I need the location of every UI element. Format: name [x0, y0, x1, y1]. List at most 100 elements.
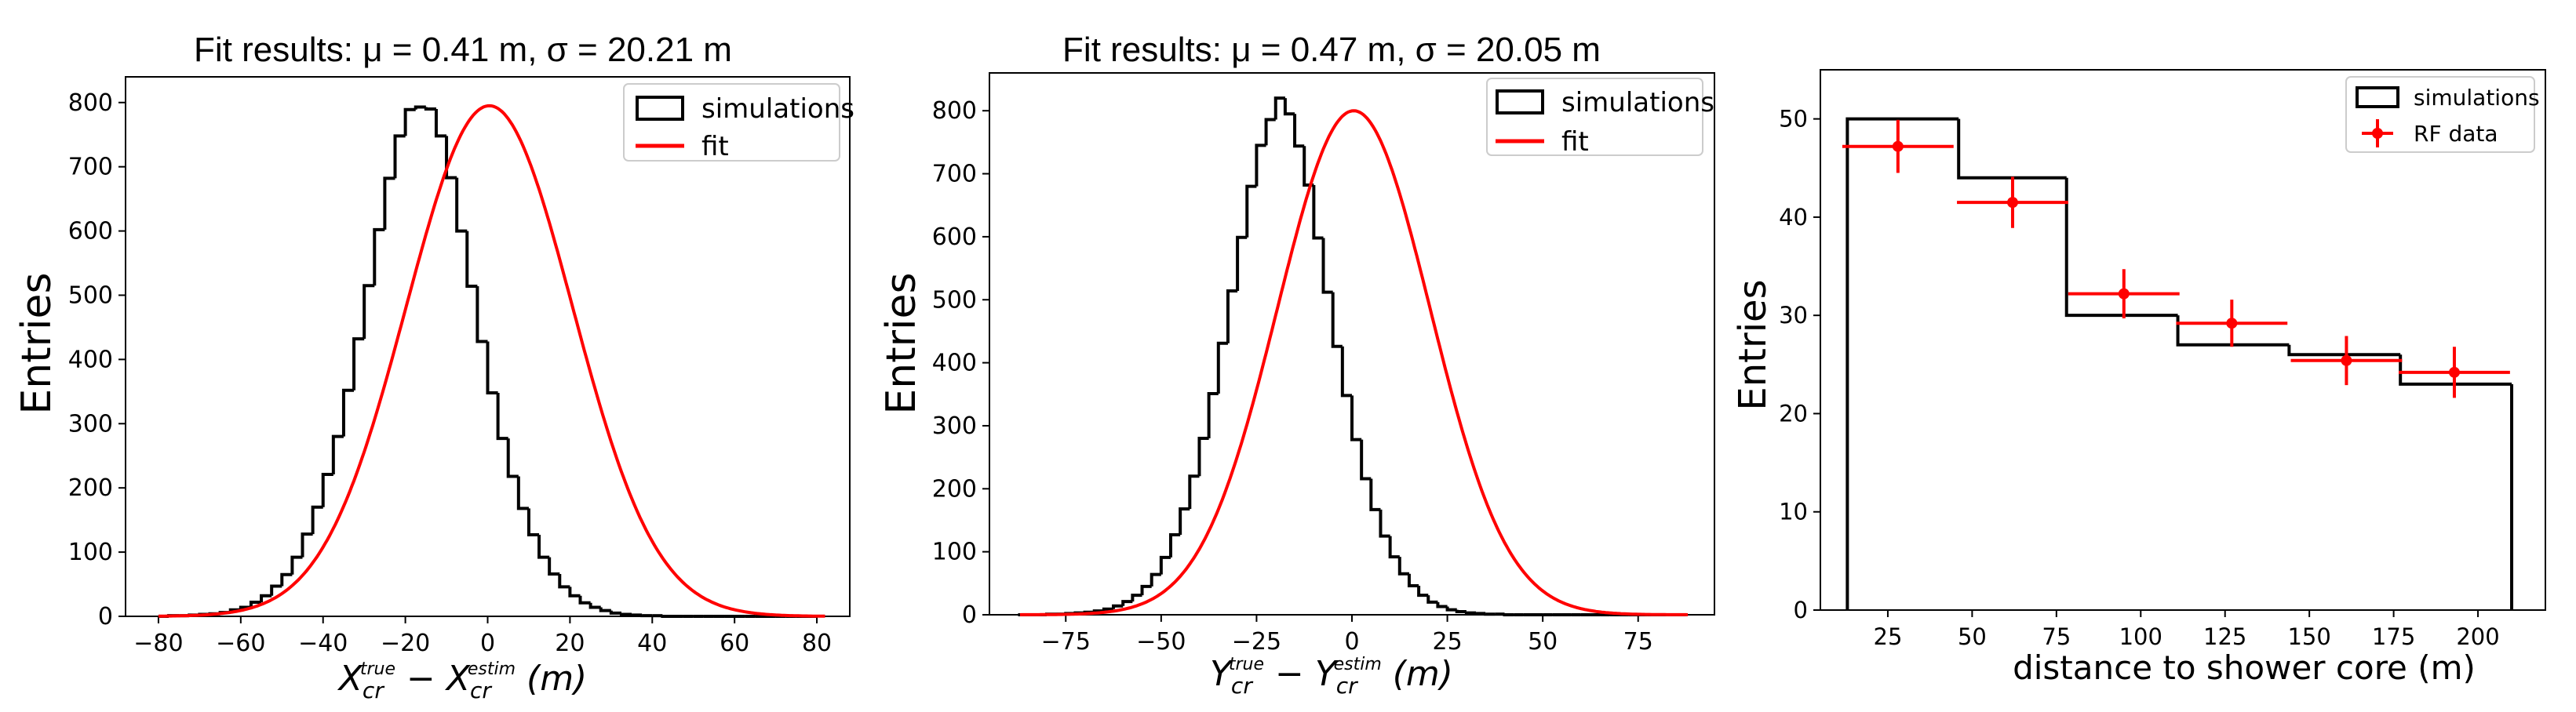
- x-tick-label: −25: [1232, 628, 1281, 656]
- histogram-bin: [331, 434, 344, 474]
- x-tick-label: −50: [1136, 628, 1186, 656]
- histogram-bin: [1331, 292, 1343, 348]
- histogram-bin: [1484, 612, 1496, 616]
- histogram-bin: [1188, 474, 1200, 510]
- histogram-bin: [290, 555, 303, 575]
- histogram-bin: [588, 602, 601, 609]
- histogram-bin: [1426, 595, 1438, 604]
- histogram-bin: [1121, 600, 1133, 606]
- x-tick-label: 0: [480, 630, 495, 657]
- histogram-bin: [599, 607, 611, 612]
- x-tick-label: 75: [1623, 628, 1653, 656]
- x-tick-label: 100: [2119, 623, 2162, 650]
- chart-shower-core-distance: Entries distance to shower core (m) 25 50…: [1731, 69, 2546, 687]
- histogram-bin: [1369, 478, 1381, 511]
- histogram-bin: [1273, 96, 1285, 120]
- histogram-bin: [1957, 118, 2067, 180]
- x-tick-label: −80: [133, 630, 183, 657]
- plot-area: −80 −60 −40 −20 0 20 40 60 800100200300400500600…: [68, 76, 851, 657]
- y-tick-label: 800: [68, 89, 113, 117]
- histogram-bin: [1407, 573, 1419, 588]
- histogram-bin: [1245, 184, 1257, 238]
- histogram-bin: [2399, 354, 2512, 386]
- chart-title: Fit results: μ = 0.47 m, σ = 20.05 m: [1062, 31, 1601, 69]
- x-tick-label: 80: [802, 630, 832, 657]
- histogram-bin: [2176, 315, 2290, 347]
- histogram-bin: [1845, 117, 1959, 610]
- histogram-bin: [568, 587, 581, 598]
- histogram-bin: [1207, 391, 1219, 439]
- x-tick-label: 125: [2203, 623, 2246, 650]
- histogram-bin: [1283, 98, 1295, 116]
- histogram-bin: [352, 337, 365, 391]
- legend-fit-label: fit: [701, 131, 729, 162]
- chart-y-residual: Fit results: μ = 0.47 m, σ = 20.05 m Ent…: [878, 31, 1715, 699]
- histogram-bin: [280, 572, 293, 587]
- histogram-bin: [475, 286, 488, 343]
- histogram-bin: [1264, 118, 1276, 146]
- histogram-bin: [506, 438, 519, 478]
- y-tick-label: 800: [932, 97, 977, 125]
- y-tick-label: 600: [932, 223, 977, 251]
- y-tick-label: 500: [932, 286, 977, 314]
- x-tick-label: −20: [381, 630, 430, 657]
- plot-area: 25 50 75 100 125 150 175 200 0 10 20 30 40 50: [1779, 69, 2546, 650]
- rf-data-point: [1892, 140, 1904, 152]
- y-tick-label: 500: [68, 282, 113, 309]
- legend-simulations-label: simulations: [1561, 87, 1714, 118]
- histogram-bin: [2064, 177, 2178, 318]
- x-tick-label: 200: [2456, 623, 2499, 650]
- histogram-bin: [1388, 536, 1400, 559]
- histogram-bin: [1216, 341, 1228, 394]
- x-tick-label: −75: [1041, 628, 1091, 656]
- x-tick-label: 150: [2287, 623, 2330, 650]
- histogram-bin: [619, 612, 632, 616]
- legend-simulations-swatch: [2356, 86, 2399, 108]
- histogram-bin: [1397, 557, 1409, 576]
- rf-data-point: [2118, 288, 2130, 300]
- histogram-bin: [1436, 601, 1448, 608]
- histogram-bin: [260, 594, 272, 602]
- fit-curve: [158, 104, 825, 618]
- histogram-bin: [1340, 346, 1352, 398]
- legend-simulations-swatch: [1496, 89, 1544, 114]
- histogram-bin: [548, 557, 560, 576]
- histogram-bin: [424, 107, 436, 111]
- histogram-bin: [393, 134, 406, 179]
- y-tick-label: 200: [68, 474, 113, 502]
- histogram-bin: [1312, 185, 1324, 240]
- histogram-bin: [1236, 235, 1248, 292]
- histogram-bin: [2287, 344, 2401, 357]
- x-tick-label: 60: [720, 630, 749, 657]
- y-tick-label: 600: [68, 218, 113, 245]
- y-tick-label: 700: [932, 161, 977, 188]
- x-tick-label: −60: [216, 630, 265, 657]
- x-tick-label: 0: [1344, 628, 1359, 656]
- histogram-bin: [311, 505, 323, 535]
- histogram-bin: [1350, 395, 1362, 441]
- histogram-bin: [609, 610, 621, 615]
- histogram-bin: [321, 472, 333, 507]
- histogram-bin: [1503, 613, 1514, 616]
- histogram-bin: [341, 388, 355, 437]
- x-tick-label: 25: [1432, 628, 1462, 656]
- histogram-bin: [558, 573, 570, 589]
- axes-frame: [1820, 69, 2546, 611]
- rf-data-point: [2448, 366, 2460, 378]
- y-tick-label: 30: [1779, 302, 1808, 329]
- legend-simulations-label: simulations: [2414, 85, 2540, 111]
- y-tick-label: 0: [962, 601, 977, 629]
- histogram-bin: [1112, 604, 1124, 609]
- y-tick-label: 300: [932, 412, 977, 440]
- y-tick-label: 20: [1779, 400, 1808, 427]
- y-tick-label: 100: [932, 539, 977, 566]
- x-tick-label: 175: [2372, 623, 2415, 650]
- histogram-bin: [526, 508, 540, 536]
- histogram-bin: [630, 613, 643, 617]
- histogram-bin: [363, 284, 375, 340]
- histogram-bin: [373, 227, 385, 286]
- x-tick-label: 50: [1528, 628, 1558, 656]
- histogram-bin: [1197, 437, 1209, 477]
- y-tick-label: 700: [68, 154, 113, 181]
- histogram-bin: [1159, 555, 1171, 575]
